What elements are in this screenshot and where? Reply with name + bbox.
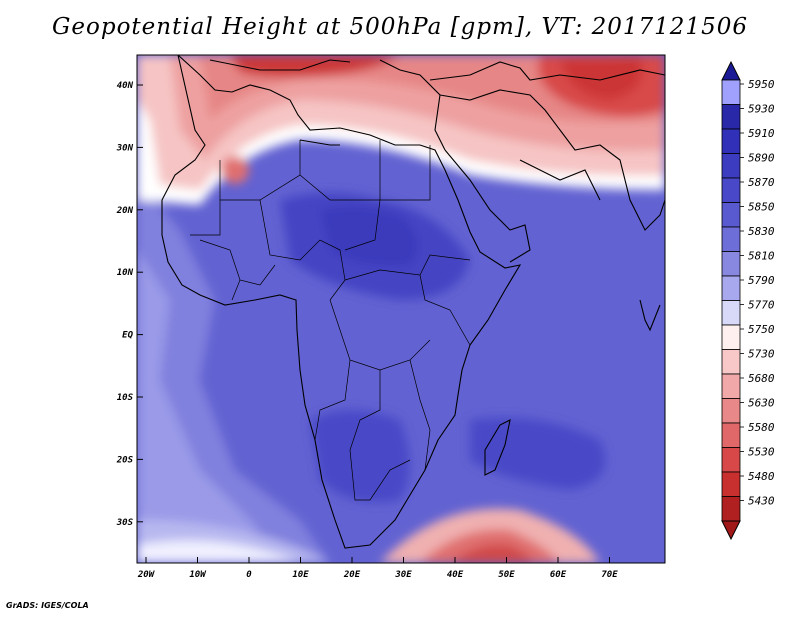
colorbar-top-arrow <box>721 60 741 81</box>
lon-tick-label: 40E <box>447 570 464 580</box>
lon-tick-label: 20E <box>343 570 361 580</box>
lon-tick-label: 10W <box>189 570 207 580</box>
colorbar-swatch <box>721 177 741 203</box>
colorbar-swatch <box>721 79 741 105</box>
colorbar-label: 5730 <box>748 348 775 361</box>
colorbar-swatch <box>721 251 741 277</box>
lat-tick-label: 20N <box>116 206 134 216</box>
colorbar-swatch <box>721 398 741 424</box>
lon-tick-label: 0 <box>246 570 252 580</box>
colorbar-label: 5790 <box>748 274 775 287</box>
colorbar-swatch <box>721 104 741 130</box>
colorbar-label: 5580 <box>748 421 775 434</box>
colorbar-label: 5830 <box>748 225 775 238</box>
colorbar-swatch <box>721 153 741 179</box>
lon-tick-label: 30E <box>394 570 412 580</box>
colorbar-label: 5870 <box>748 176 775 189</box>
lat-tick-label: 30N <box>116 143 134 153</box>
colorbar-label: 5770 <box>748 299 775 312</box>
colorbar-swatch <box>721 202 741 228</box>
colorbar-bottom-arrow <box>721 520 741 541</box>
colorbar-label: 5680 <box>748 372 775 385</box>
colorbar-swatch <box>721 447 741 473</box>
colorbar: 5950 5930 5910 5890 5870 5850 5830 5810 5790 5770… <box>721 60 775 541</box>
coastlines <box>161 55 665 549</box>
colorbar-label: 5530 <box>748 446 775 459</box>
colorbar-label: 5750 <box>748 323 775 336</box>
colorbar-swatch <box>721 422 741 448</box>
colorbar-swatch <box>721 324 741 350</box>
colorbar-swatch <box>721 226 741 252</box>
colorbar-swatch <box>721 300 741 326</box>
chart-title: Geopotential Height at 500hPa [gpm], VT:… <box>52 14 748 40</box>
colorbar-label: 5950 <box>748 78 775 91</box>
colorbar-swatch <box>721 275 741 301</box>
colorbar-swatch <box>721 471 741 497</box>
colorbar-swatch <box>721 349 741 375</box>
latitude-axis: 40N 30N 20N 10N EQ 10S 20S 30S <box>116 81 143 528</box>
height-field <box>137 55 665 563</box>
lat-tick-label: EQ <box>122 331 133 341</box>
colorbar-label: 5850 <box>748 201 775 214</box>
lon-tick-label: 70E <box>601 570 618 580</box>
lat-tick-label: 10N <box>117 268 134 278</box>
lat-tick-label: 40N <box>117 81 134 91</box>
colorbar-label: 5630 <box>748 397 775 410</box>
lon-tick-label: 20W <box>137 570 156 580</box>
colorbar-label: 5930 <box>748 103 775 116</box>
colorbar-label: 5480 <box>748 470 775 483</box>
lat-tick-label: 20S <box>116 455 134 465</box>
colorbar-label: 5910 <box>748 127 775 140</box>
colorbar-swatch <box>721 496 741 522</box>
plot-frame <box>136 54 666 564</box>
colorbar-label: 5890 <box>748 152 775 165</box>
lon-tick-label: 60E <box>550 570 567 580</box>
country-borders <box>190 140 471 501</box>
footer-credit: GrADS: IGES/COLA <box>6 601 89 610</box>
lat-tick-label: 30S <box>116 518 134 528</box>
lon-tick-label: 10E <box>292 570 309 580</box>
colorbar-label: 5430 <box>748 495 775 508</box>
colorbar-swatch <box>721 128 741 154</box>
colorbar-label: 5810 <box>748 250 775 263</box>
lon-tick-label: 50E <box>498 570 515 580</box>
colorbar-swatch <box>721 373 741 399</box>
lat-tick-label: 10S <box>117 393 134 403</box>
longitude-axis: 20W 10W 0 10E 20E 30E 40E 50E 60E 70E <box>137 557 618 580</box>
